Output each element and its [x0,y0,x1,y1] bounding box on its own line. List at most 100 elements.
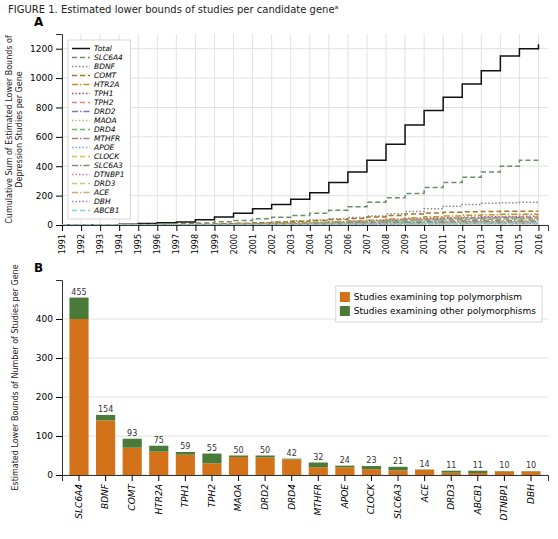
tick-mark [481,225,482,231]
legend-swatch [72,156,90,158]
data-label: 11 [446,461,456,470]
legend-swatch [72,147,90,149]
tick-label: 1997 [172,234,181,254]
x-tick: 2011 [439,225,448,254]
x-tick: CLOCK [366,475,376,514]
series-line [62,211,538,225]
tick-mark [105,475,106,481]
legend-label: Studies examining top polymorphism [354,292,522,302]
axis-line [63,226,549,232]
tick-label: MAOA [233,484,243,511]
tick-mark [158,475,159,481]
series-line [62,202,538,225]
grid-line [462,34,463,225]
tick-mark [81,225,82,231]
y-tick: 200 [36,191,62,201]
tick-label: CLOCK [366,483,376,514]
grid-line [252,34,253,225]
x-tick: 1992 [77,225,86,254]
grid-line [62,48,548,49]
tick-label: 1994 [115,234,124,254]
tick-mark [214,225,215,231]
tick-mark [211,475,212,481]
tick-mark [195,225,196,231]
tick-mark [329,225,330,231]
data-label: 10 [526,461,536,470]
legend-label: Studies examining other polymorphisms [354,306,536,316]
grid [62,319,548,475]
grid-line [481,34,482,225]
tick-mark [538,225,539,231]
series-line [62,219,538,225]
legend-label: CLOCK [94,152,120,161]
tick-label: 800 [36,103,53,113]
data-label: 93 [127,429,137,438]
bar-series [69,298,540,474]
bar [69,298,88,319]
tick-label: 0 [47,470,53,480]
series-line [62,217,538,225]
tick-mark [119,225,120,231]
bar [176,455,195,475]
legend-label: COMT [94,71,118,80]
legend-label: TPH2 [94,98,114,107]
tick-label: 2013 [477,234,486,254]
tick-mark [462,225,463,231]
grid-line [62,358,548,359]
x-tick: DRD3 [446,475,456,510]
tick-mark [56,397,62,398]
x-tick: 1991 [58,225,67,254]
tick-label: SLC6A3 [393,484,403,519]
plot-area [69,298,540,475]
tick-mark [265,475,266,481]
data-label: 59 [180,442,190,451]
data-label: 50 [260,446,270,455]
legend-swatch [72,102,90,104]
bar [495,471,514,475]
legend-swatch [72,66,90,68]
x-tick: 2007 [363,225,372,254]
y-tick: 1000 [30,73,62,83]
tick-mark [318,475,319,481]
x-tick: DTNBP1 [499,475,509,521]
tick-label: 1200 [30,44,53,54]
tick-label: 1991 [58,234,67,254]
legend-swatch [72,120,90,122]
legend-swatch [72,138,90,140]
tick-mark [56,49,62,50]
y-tick: 800 [36,103,62,113]
x-tick: COMT [127,475,137,511]
x-tick: 2014 [496,225,505,254]
tick-label: 2014 [496,234,505,254]
tick-label: HTR2A [154,484,164,514]
data-label: 50 [233,446,243,455]
panel: FIGURE 1. Estimated lower bounds of stud… [5,4,549,254]
series-line [62,223,538,225]
grid-line [328,34,329,225]
bar [521,471,540,475]
bar [69,319,88,475]
bar [362,466,381,469]
tick-mark [56,475,62,476]
tick-mark [56,166,62,167]
tick-label: TPH2 [207,484,217,508]
legend-swatch [72,48,90,50]
x-tick: MAOA [233,475,243,511]
legend-label: ABCB1 [93,206,119,215]
x-tick: 1999 [211,225,220,254]
data-label: 75 [154,436,164,445]
tick-label: 2016 [535,234,544,254]
bar [149,452,168,475]
tick-label: MTHFR [313,484,323,515]
legend-label: MAOA [94,116,117,125]
legend-swatch [72,75,90,77]
legend-box [336,286,542,322]
bar [256,456,275,458]
bar [123,448,142,475]
x-tick: 2012 [458,225,467,254]
legend-swatch [72,183,90,185]
tick-mark [234,225,235,231]
tick-label: 400 [36,314,53,324]
tick-mark [344,475,345,481]
tick-label: ACE [420,484,430,503]
